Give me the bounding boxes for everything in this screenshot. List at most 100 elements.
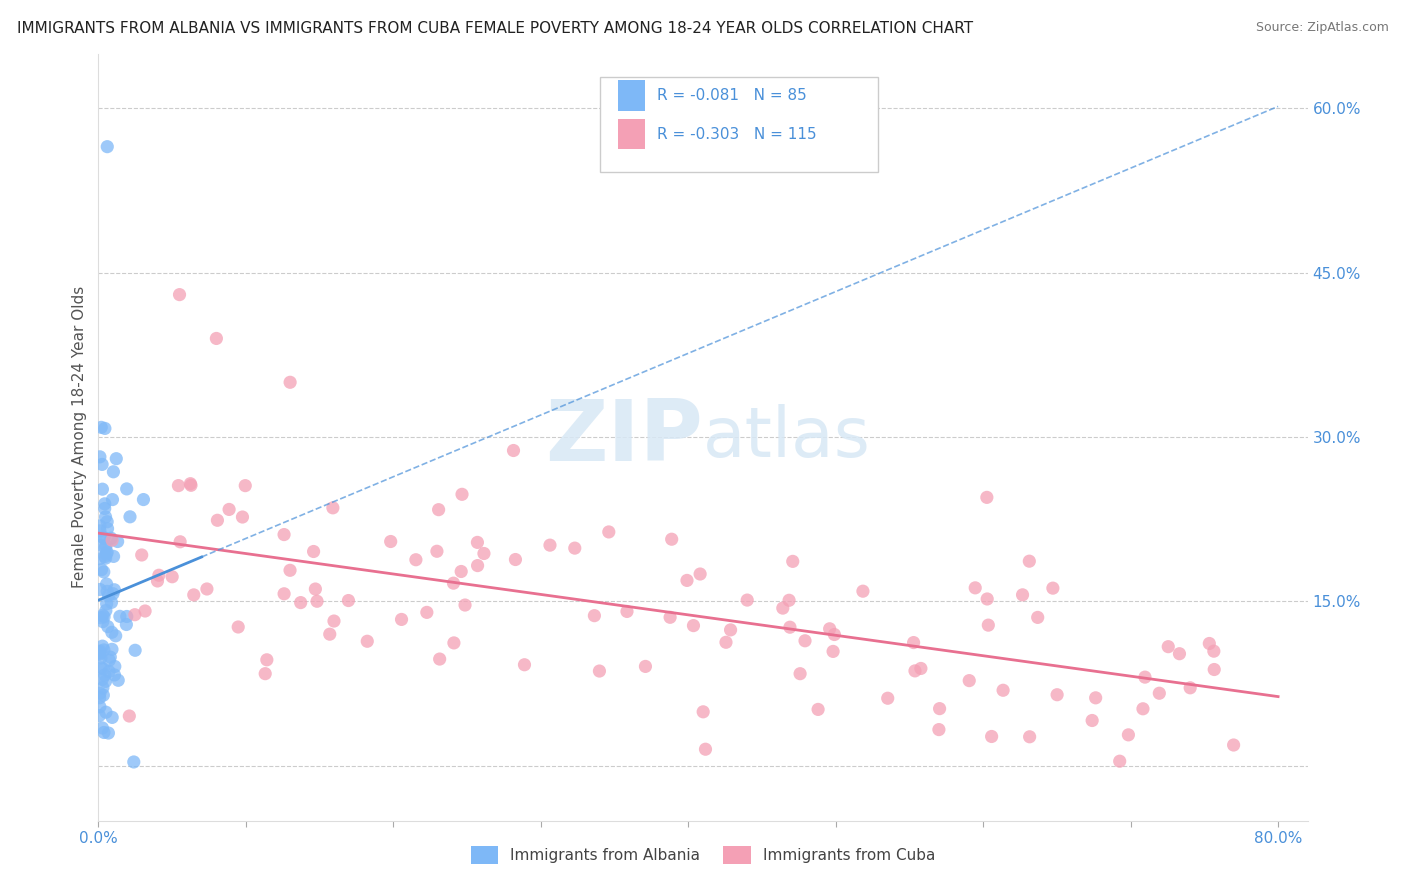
Point	[89, 690, 111, 705]
Point	[91, 662, 114, 676]
Point	[101, 533, 124, 548]
Point	[90, 563, 112, 577]
Point	[823, 644, 845, 658]
Point	[93, 501, 115, 516]
Y-axis label: Female Poverty Among 18-24 Year Olds: Female Poverty Among 18-24 Year Olds	[72, 286, 87, 588]
Point	[97, 589, 120, 603]
Point	[107, 534, 129, 549]
Point	[323, 614, 346, 628]
Point	[93, 643, 115, 657]
Point	[96, 522, 118, 536]
Point	[965, 581, 987, 595]
Point	[100, 531, 122, 545]
Point	[94, 705, 117, 719]
Point	[695, 742, 717, 756]
Point	[103, 582, 125, 597]
Point	[124, 643, 146, 657]
Point	[108, 609, 131, 624]
Point	[735, 593, 758, 607]
Point	[94, 604, 117, 618]
Point	[91, 482, 114, 496]
Point	[91, 615, 114, 629]
Point	[290, 596, 312, 610]
Point	[98, 650, 121, 665]
Point	[89, 450, 111, 464]
Point	[564, 541, 586, 555]
Point	[169, 287, 191, 301]
Point	[103, 465, 125, 479]
Point	[115, 482, 138, 496]
Point	[789, 666, 811, 681]
FancyBboxPatch shape	[619, 119, 645, 150]
Point	[380, 534, 402, 549]
Point	[254, 666, 277, 681]
Point	[96, 545, 118, 559]
Point	[96, 584, 118, 599]
Point	[980, 730, 1002, 744]
Point	[91, 673, 114, 687]
Point	[179, 476, 201, 491]
Point	[104, 629, 127, 643]
Point	[124, 607, 146, 622]
Point	[502, 443, 524, 458]
Point	[1108, 754, 1130, 768]
Point	[405, 553, 427, 567]
Point	[89, 708, 111, 723]
Point	[101, 642, 124, 657]
Point	[103, 668, 125, 682]
Legend: Immigrants from Albania, Immigrants from Cuba: Immigrants from Albania, Immigrants from…	[464, 839, 942, 871]
Point	[105, 451, 128, 466]
Point	[1118, 728, 1140, 742]
Point	[90, 420, 112, 434]
Point	[1202, 644, 1225, 658]
Point	[588, 664, 610, 678]
Point	[928, 701, 950, 715]
Point	[89, 582, 111, 597]
Point	[91, 681, 114, 695]
Point	[96, 547, 118, 561]
Point	[505, 552, 527, 566]
Point	[278, 376, 301, 390]
Text: R = -0.081   N = 85: R = -0.081 N = 85	[657, 88, 807, 103]
Point	[273, 587, 295, 601]
Point	[89, 538, 111, 552]
Text: IMMIGRANTS FROM ALBANIA VS IMMIGRANTS FROM CUBA FEMALE POVERTY AMONG 18-24 YEAR : IMMIGRANTS FROM ALBANIA VS IMMIGRANTS FR…	[17, 21, 973, 36]
Point	[273, 527, 295, 541]
Point	[97, 726, 120, 740]
Point	[93, 609, 115, 624]
Point	[90, 611, 112, 625]
Point	[94, 551, 117, 566]
Point	[90, 651, 112, 665]
Point	[1222, 738, 1244, 752]
Point	[93, 565, 115, 579]
Point	[304, 582, 326, 596]
Point	[1018, 730, 1040, 744]
Point	[89, 646, 111, 660]
Point	[94, 541, 117, 555]
Point	[391, 612, 413, 626]
Point	[205, 331, 228, 345]
Point	[661, 533, 683, 547]
Point	[94, 421, 117, 435]
Point	[634, 659, 657, 673]
Point	[1081, 714, 1104, 728]
Point	[1084, 690, 1107, 705]
Point	[93, 531, 115, 545]
Point	[183, 588, 205, 602]
Point	[94, 668, 117, 682]
Point	[148, 568, 170, 582]
Point	[977, 618, 1000, 632]
Point	[682, 618, 704, 632]
Point	[278, 563, 301, 577]
Point	[94, 674, 117, 689]
Point	[94, 539, 117, 553]
Point	[1198, 636, 1220, 650]
Point	[1204, 663, 1226, 677]
Point	[115, 609, 138, 624]
Point	[89, 648, 111, 662]
Point	[96, 577, 118, 591]
Point	[807, 702, 830, 716]
Point	[93, 725, 115, 739]
Text: R = -0.303   N = 115: R = -0.303 N = 115	[657, 127, 817, 142]
Text: atlas: atlas	[703, 403, 870, 471]
